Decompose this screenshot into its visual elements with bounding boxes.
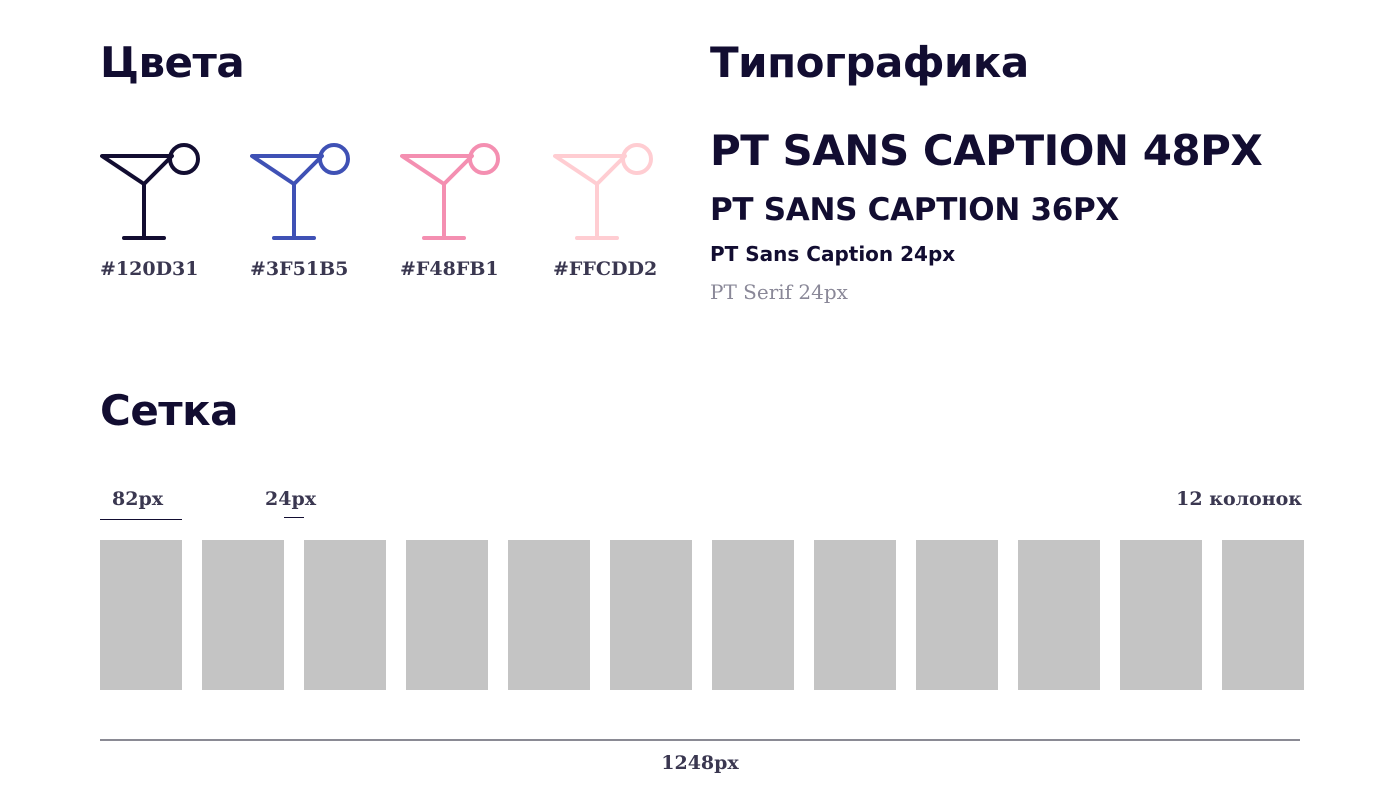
column-width-label: 82px: [112, 488, 164, 510]
total-width-label: 1248px: [661, 752, 739, 774]
grid-heading: Сетка: [100, 386, 239, 435]
colors-heading: Цвета: [100, 38, 245, 87]
grid-column: [1222, 540, 1304, 690]
grid-column: [406, 540, 488, 690]
grid-column: [100, 540, 182, 690]
color-hex-label: #3F51B5: [250, 258, 349, 280]
cocktail-glass-icon: [400, 143, 500, 240]
type-sample-serif-24px: PT Serif 24px: [710, 280, 848, 304]
color-swatches: #120D31 #3F51B5 #F48FB1 #FFCDD2: [100, 140, 670, 290]
column-count-label: 12 колонок: [1176, 488, 1302, 510]
total-width-line: [100, 739, 1300, 741]
grid-column: [814, 540, 896, 690]
color-swatch: #FFCDD2: [553, 140, 663, 290]
type-sample-48px: PT SANS CAPTION 48PX: [710, 126, 1263, 175]
cocktail-glass-icon: [250, 143, 350, 240]
gutter-width-marker: [284, 517, 304, 518]
grid-column: [610, 540, 692, 690]
column-width-marker: [100, 519, 182, 520]
grid-column: [712, 540, 794, 690]
grid-column: [916, 540, 998, 690]
cocktail-glass-icon: [100, 143, 200, 240]
grid-column: [508, 540, 590, 690]
grid-column: [1120, 540, 1202, 690]
type-sample-24px: PT Sans Caption 24px: [710, 242, 956, 266]
cocktail-glass-icon: [553, 143, 653, 240]
color-hex-label: #FFCDD2: [553, 258, 658, 280]
grid-column: [304, 540, 386, 690]
type-sample-36px: PT SANS CAPTION 36PX: [710, 192, 1120, 228]
grid-columns: [100, 540, 1304, 690]
typography-heading: Типографика: [710, 38, 1029, 87]
color-swatch: #F48FB1: [400, 140, 510, 290]
grid-column: [202, 540, 284, 690]
color-swatch: #120D31: [100, 140, 210, 290]
gutter-width-label: 24px: [265, 488, 317, 510]
color-hex-label: #120D31: [100, 258, 199, 280]
color-hex-label: #F48FB1: [400, 258, 499, 280]
color-swatch: #3F51B5: [250, 140, 360, 290]
grid-column: [1018, 540, 1100, 690]
